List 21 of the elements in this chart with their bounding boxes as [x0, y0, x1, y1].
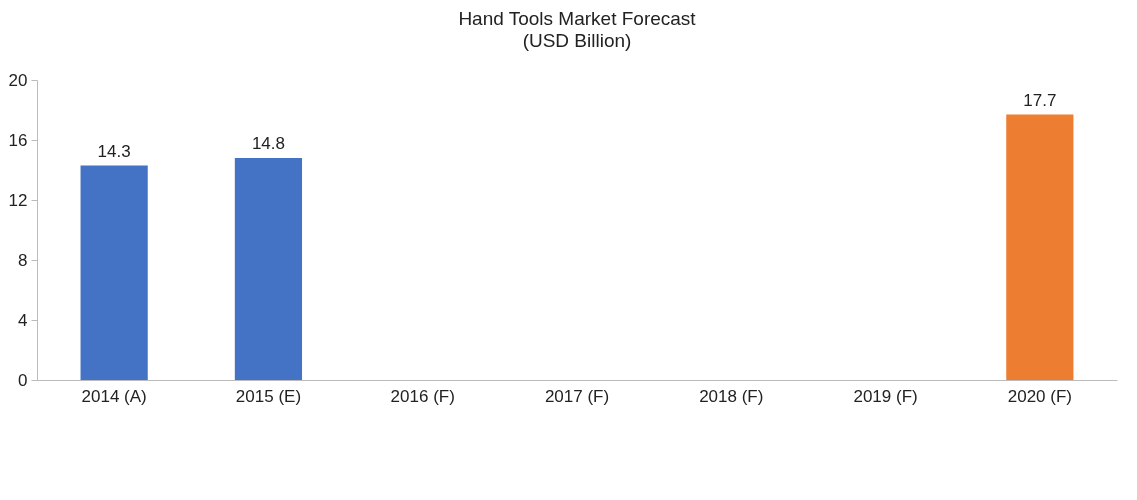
- y-tick-label: 12: [8, 190, 28, 210]
- data-label: 17.7: [1023, 90, 1057, 110]
- x-tick-label: 2018 (F): [699, 386, 764, 406]
- bar: [80, 165, 148, 380]
- y-tick-label: 4: [18, 310, 28, 330]
- y-tick-label: 0: [18, 370, 28, 390]
- y-tick-label: 16: [8, 130, 28, 150]
- x-tick-label: 2015 (E): [235, 386, 302, 406]
- x-tick-label: 2017 (F): [544, 386, 610, 406]
- bar: [234, 158, 303, 380]
- x-tick-label: 2020 (F): [1007, 386, 1072, 406]
- bar: [1006, 114, 1074, 380]
- data-label: 14.3: [97, 141, 131, 161]
- x-tick-label: 2019 (F): [853, 386, 918, 406]
- x-tick-label: 2014 (A): [81, 386, 147, 406]
- chart-subtitle: (USD Billion): [522, 30, 632, 51]
- y-tick-label: 20: [8, 70, 28, 90]
- data-label: 14.8: [251, 134, 285, 153]
- x-tick-label: 2016 (F): [390, 386, 455, 406]
- y-tick-label: 8: [18, 250, 28, 270]
- chart-title: Hand Tools Market Forecast: [458, 8, 697, 29]
